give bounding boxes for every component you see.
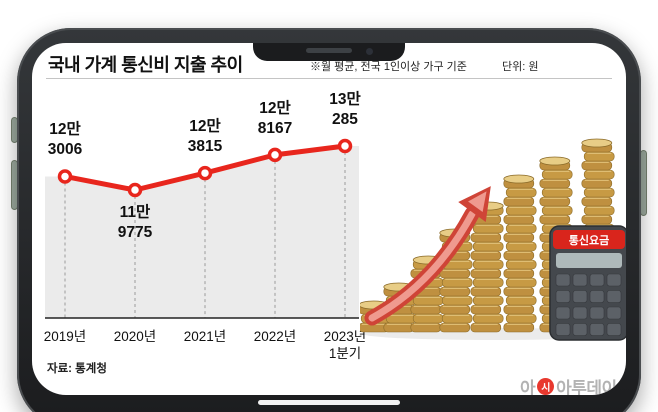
x-axis-label-line: 1분기 — [328, 346, 362, 361]
phone-frame: 국내 가계 통신비 지출 추이 ※월 평균, 전국 1인이상 가구 기준 단위:… — [17, 28, 641, 412]
header-divider — [46, 78, 612, 79]
calculator-key — [555, 273, 571, 287]
value-label-line: 12만 — [189, 118, 221, 136]
data-point — [337, 138, 353, 154]
x-axis-label: 2023년 1분기 — [324, 328, 366, 362]
x-axis-label: 2021년 — [184, 328, 226, 345]
value-label-line: 12만 — [259, 99, 291, 117]
power-button — [640, 150, 647, 216]
value-label: 12만 3815 — [188, 117, 222, 157]
watermark-text-left: 아 — [520, 379, 536, 395]
coins-growth-illustration: 통신요금 — [360, 138, 626, 341]
coin-top — [539, 156, 571, 166]
source-label: 자료: 통계청 — [47, 363, 107, 375]
calculator-display — [556, 253, 622, 268]
calculator-key — [606, 323, 622, 336]
x-axis-label-line: 2021년 — [183, 329, 227, 344]
x-axis-label-line: 2023년 — [323, 329, 367, 344]
data-point — [127, 182, 143, 198]
coin-top — [503, 174, 535, 184]
calculator-key — [555, 306, 571, 320]
phone-notch — [253, 43, 405, 61]
x-axis-label: 2019년 — [44, 328, 86, 345]
data-point — [267, 147, 283, 163]
value-label-line: 9775 — [117, 224, 153, 241]
coin-top — [581, 138, 613, 148]
x-axis-label-line: 2019년 — [43, 329, 87, 344]
value-label-line: 12만 — [49, 121, 81, 139]
phone-screen: 국내 가계 통신비 지출 추이 ※월 평균, 전국 1인이상 가구 기준 단위:… — [32, 43, 626, 395]
camera-dot-icon — [366, 48, 373, 55]
calculator-key — [606, 290, 622, 303]
page-title: 국내 가계 통신비 지출 추이 — [48, 55, 243, 75]
value-label: 12만 8167 — [258, 99, 292, 139]
line-chart-canvas — [45, 138, 359, 319]
calculator-key — [589, 323, 605, 336]
calculator-key — [589, 273, 605, 287]
watermark-logo-mark: 시 — [537, 378, 555, 395]
growth-arrow-inner — [368, 210, 476, 322]
x-axis-label: 2022년 — [254, 328, 296, 345]
line-chart: 12만 3006 11만 9775 12만 3815 12만 8167 13만 285 2019년 2… — [39, 88, 379, 393]
value-label-line: 13만 — [329, 91, 361, 108]
calculator-key — [606, 306, 622, 320]
calculator-key — [589, 290, 605, 303]
chart-note: ※월 평균, 전국 1인이상 가구 기준 — [310, 61, 467, 73]
calculator-key — [572, 290, 588, 303]
calculator-key — [555, 290, 571, 303]
data-point — [57, 169, 73, 184]
x-axis-label-line: 2020년 — [113, 329, 157, 344]
calculator-key — [589, 306, 605, 320]
calculator-badge — [553, 230, 625, 249]
growth-arrow-head-inner — [468, 191, 487, 213]
calculator-key — [572, 273, 588, 287]
value-label: 13만 285 — [329, 90, 361, 130]
watermark-text-right: 아투데이 — [556, 379, 617, 395]
unit-label: 단위: 원 — [502, 61, 539, 73]
calculator-key — [572, 306, 588, 320]
value-label-line: 11만 — [119, 204, 151, 221]
calculator-badge-label: 통신요금 — [569, 233, 609, 247]
watermark-logo: 아 시 아투데이 — [520, 374, 617, 395]
value-label: 12만 3006 — [48, 120, 82, 160]
calculator-key — [572, 323, 588, 336]
data-point — [197, 165, 213, 181]
value-label-line: 8167 — [257, 119, 293, 137]
value-label-line: 3815 — [187, 138, 223, 156]
value-label: 11만 9775 — [118, 203, 152, 243]
calculator-key — [606, 273, 622, 287]
x-axis-label-line: 2022년 — [253, 329, 297, 344]
calculator-key — [555, 323, 571, 336]
speaker-slot-icon — [306, 48, 352, 53]
home-indicator[interactable] — [258, 400, 400, 405]
value-label-line: 285 — [332, 111, 358, 128]
value-label-line: 3006 — [47, 141, 83, 159]
x-axis-label: 2020년 — [114, 328, 156, 345]
